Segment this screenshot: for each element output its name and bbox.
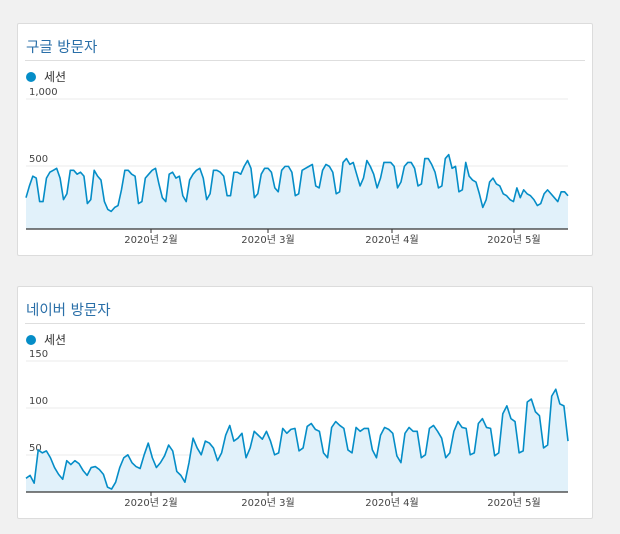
naver-visitors-card: 네이버 방문자 세션 50 100 150 2020년 2월 2020년 3월 2020년… [17, 286, 593, 519]
legend-label: 세션 [44, 333, 67, 347]
series-line [25, 153, 569, 213]
chart-title: 네이버 방문자 [26, 303, 111, 319]
x-tick-label: 2020년 4월 [365, 234, 418, 246]
x-tick-label: 2020년 3월 [241, 497, 294, 509]
legend-dot-icon [26, 334, 36, 345]
y-tick-label: 100 [29, 396, 48, 407]
y-tick-label: 1,000 [29, 87, 58, 98]
google-sessions-chart[interactable]: 500 1,000 2020년 2월 2020년 3월 2020년 4월 2020년 5월 [18, 24, 594, 257]
title-divider [25, 60, 585, 61]
y-tick-label: 50 [29, 443, 42, 454]
legend-dot-icon [26, 71, 36, 82]
x-tick-label: 2020년 5월 [487, 497, 540, 509]
legend[interactable]: 세션 [26, 68, 66, 85]
legend[interactable]: 세션 [26, 331, 66, 348]
x-tick-label: 2020년 2월 [124, 234, 177, 246]
title-divider [25, 323, 585, 324]
series-area [26, 154, 568, 229]
x-tick-label: 2020년 3월 [241, 234, 294, 246]
x-tick-label: 2020년 4월 [365, 497, 418, 509]
chart-title: 구글 방문자 [26, 40, 98, 56]
y-tick-label: 150 [29, 349, 48, 360]
series-line [25, 388, 569, 490]
google-visitors-card: 구글 방문자 세션 500 1,000 2020년 2월 2020년 3월 2020년 … [17, 23, 593, 256]
x-tick-label: 2020년 5월 [487, 234, 540, 246]
naver-sessions-chart[interactable]: 50 100 150 2020년 2월 2020년 3월 2020년 4월 2020년 5월 [18, 287, 594, 520]
y-tick-label: 500 [29, 154, 48, 165]
x-tick-label: 2020년 2월 [124, 497, 177, 509]
legend-label: 세션 [44, 70, 67, 84]
